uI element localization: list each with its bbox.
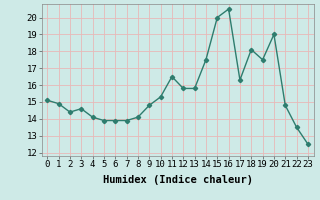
X-axis label: Humidex (Indice chaleur): Humidex (Indice chaleur) (103, 175, 252, 185)
